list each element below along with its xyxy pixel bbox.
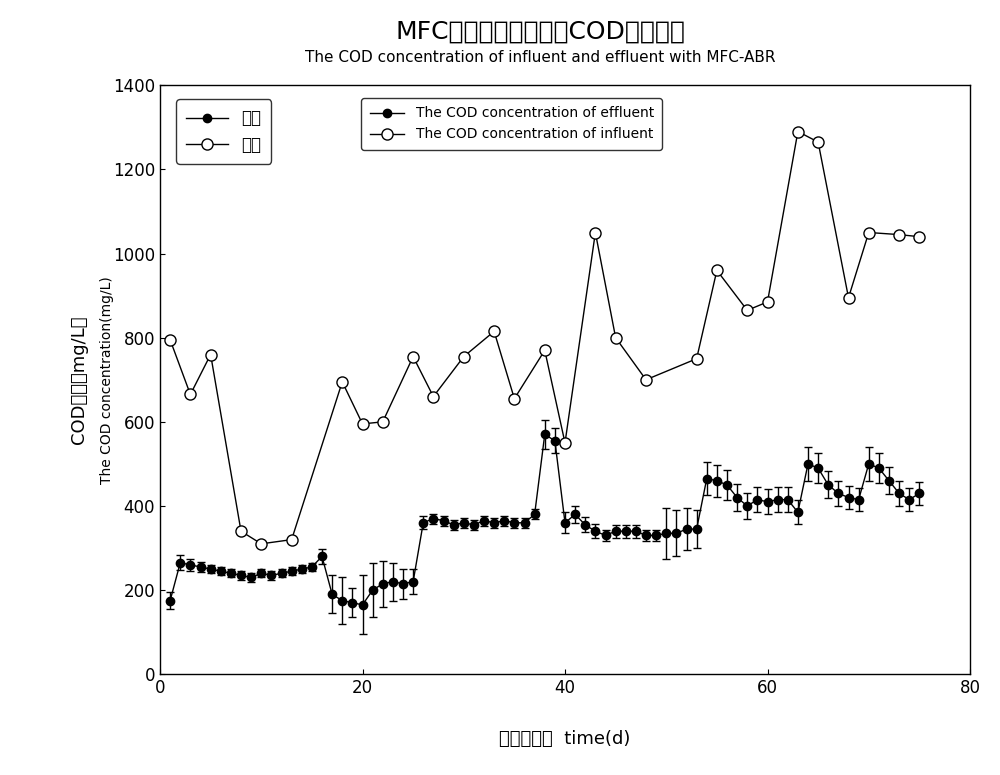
Text: MFC耦合反应器进出水COD浓度比较: MFC耦合反应器进出水COD浓度比较 [395,19,685,43]
Text: The COD concentration(mg/L): The COD concentration(mg/L) [100,276,114,484]
Text: 时间（天）  time(d): 时间（天） time(d) [499,730,631,748]
Legend: The COD concentration of effluent, The COD concentration of influent: The COD concentration of effluent, The C… [361,98,662,150]
Text: The COD concentration of influent and effluent with MFC-ABR: The COD concentration of influent and ef… [305,50,775,65]
Text: COD浓度（mg/L）: COD浓度（mg/L） [70,315,88,444]
